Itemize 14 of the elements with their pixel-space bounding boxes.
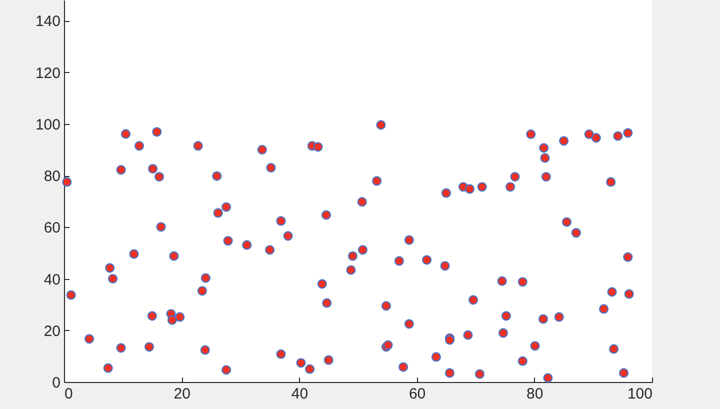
- y-tick-label: 80: [44, 168, 60, 186]
- y-tick-label: 60: [44, 220, 60, 237]
- x-tick-label: 40: [291, 386, 308, 402]
- x-tick-label: 80: [526, 386, 544, 402]
- y-tick-label: 40: [44, 271, 60, 288]
- y-tick-label: 140: [35, 13, 60, 30]
- y-tick-label: 120: [35, 64, 60, 82]
- x-tick-label: 20: [174, 386, 190, 402]
- y-tick-label: 20: [44, 322, 60, 340]
- y-tick-label: 100: [35, 116, 60, 134]
- x-tick-label: 0: [64, 386, 73, 402]
- x-tick-label: 60: [408, 386, 426, 402]
- y-tick-label: 0: [52, 374, 60, 392]
- x-tick-label: 100: [627, 386, 652, 402]
